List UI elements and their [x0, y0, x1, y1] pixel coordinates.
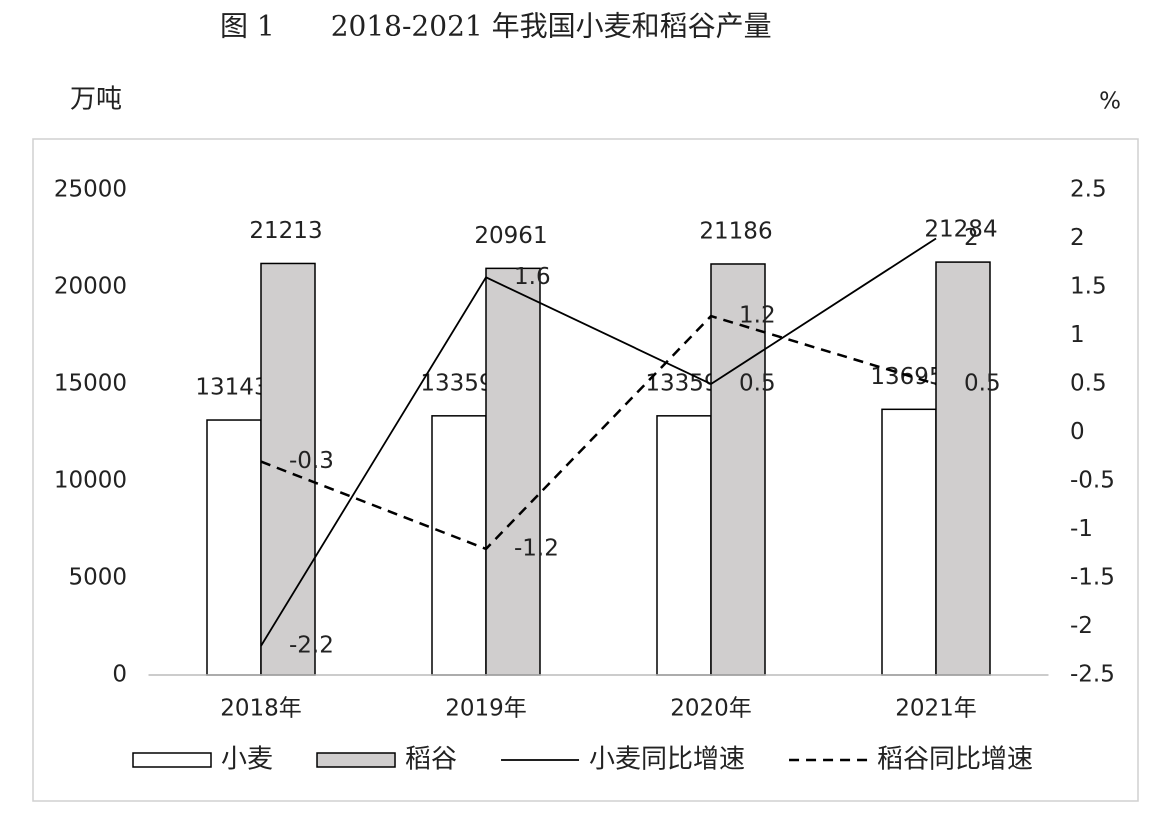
y-tick-label: 20000	[54, 274, 127, 300]
y2-tick-label: -2.5	[1070, 662, 1115, 688]
bar	[710, 263, 766, 676]
x-tick-label: 2021年	[895, 696, 977, 722]
data-label: 21213	[249, 218, 322, 244]
y-tick-label: 25000	[54, 177, 127, 203]
data-label: -1.2	[514, 535, 559, 561]
bar	[656, 415, 712, 676]
legend-label: 稻谷同比增速	[877, 745, 1033, 775]
y2-tick-label: -0.5	[1070, 468, 1115, 494]
chart-frame	[32, 138, 1139, 802]
y-tick-label: 15000	[54, 371, 127, 397]
data-label: 2	[964, 225, 979, 251]
x-tick-label: 2020年	[670, 696, 752, 722]
legend-swatch	[132, 752, 212, 768]
y2-tick-label: 0	[1070, 419, 1085, 445]
y2-axis-label: %	[1099, 89, 1121, 115]
data-label: 0.5	[964, 371, 1001, 397]
y-tick-label: 0	[112, 662, 127, 688]
legend-label: 小麦同比增速	[589, 745, 745, 775]
x-tick-label: 2019年	[445, 696, 527, 722]
data-label: 1.2	[739, 303, 776, 329]
data-label: 21186	[699, 218, 772, 244]
data-label: 1.6	[514, 264, 551, 290]
bar	[485, 267, 541, 676]
bar	[431, 415, 487, 676]
y2-tick-label: -1.5	[1070, 565, 1115, 591]
line	[260, 314, 937, 551]
y2-tick-label: 1	[1070, 322, 1085, 348]
data-label: -2.2	[289, 632, 334, 658]
y-axis-label: 万吨	[70, 85, 122, 115]
y2-tick-label: 0.5	[1070, 371, 1107, 397]
bar	[881, 408, 937, 676]
data-label: 21284	[924, 217, 997, 243]
y-tick-label: 5000	[68, 565, 127, 591]
data-label: 13143	[195, 375, 268, 401]
data-label: 13359	[645, 370, 718, 396]
x-tick-label: 2018年	[220, 696, 302, 722]
bar	[206, 419, 262, 676]
data-label: 20961	[474, 223, 547, 249]
y2-tick-label: 2	[1070, 225, 1085, 251]
line	[260, 237, 937, 647]
data-label: 0.5	[739, 371, 776, 397]
chart-title: 图 1 2018-2021 年我国小麦和稻谷产量	[220, 10, 772, 43]
data-label: 13359	[420, 370, 493, 396]
bar	[260, 262, 316, 676]
legend-label: 稻谷	[405, 745, 457, 775]
data-label: -0.3	[289, 448, 334, 474]
y2-tick-label: 2.5	[1070, 177, 1107, 203]
legend-label: 小麦	[221, 745, 273, 775]
legend-swatch	[316, 752, 396, 768]
y2-tick-label: -2	[1070, 613, 1093, 639]
y2-tick-label: -1	[1070, 516, 1093, 542]
bar	[935, 261, 991, 676]
y2-tick-label: 1.5	[1070, 274, 1107, 300]
data-label: 13695	[870, 364, 943, 390]
y-tick-label: 10000	[54, 468, 127, 494]
